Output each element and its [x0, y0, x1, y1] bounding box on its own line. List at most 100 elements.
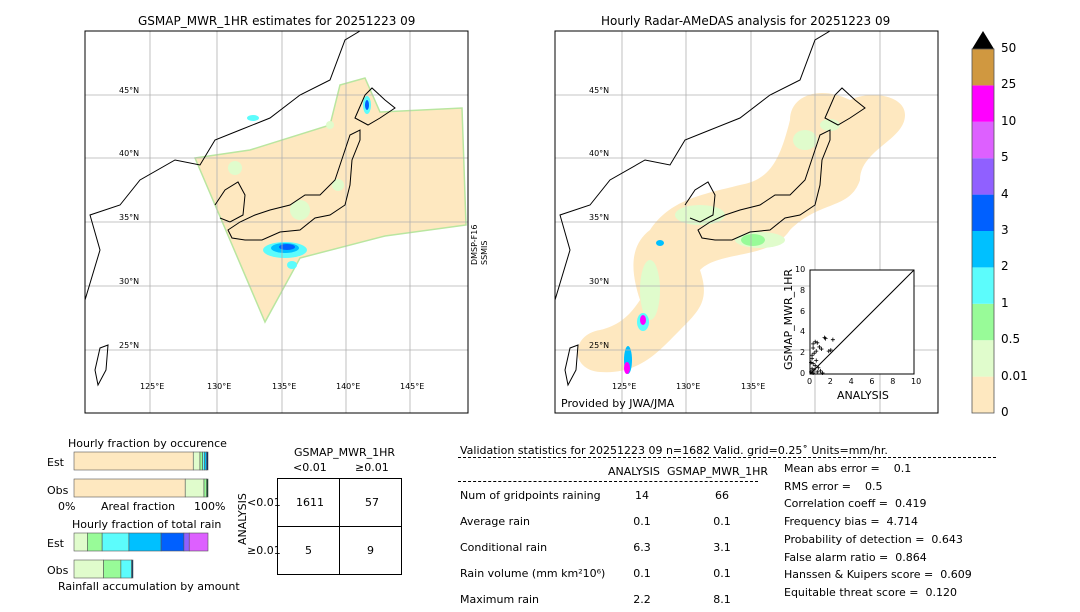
scatter-point	[810, 366, 815, 371]
rain-light	[793, 130, 817, 150]
occurrence-title: Hourly fraction by occurence	[68, 437, 227, 450]
occurrence-est-segment	[73, 451, 194, 471]
colorbar-extend-arrow	[972, 31, 994, 49]
occ-est-label: Est	[47, 456, 64, 469]
credit-text: Provided by JWA/JMA	[561, 397, 675, 410]
hokkaido-coastline	[354, 87, 396, 126]
colorbar-frame	[971, 48, 995, 414]
continent-coastline	[554, 30, 831, 301]
colorbar-tick-label: 4	[1001, 186, 1009, 201]
colorbar-tick-label: 1	[1001, 295, 1009, 310]
lon-label: 125°E	[612, 382, 637, 391]
score-line: Equitable threat score = 0.120	[784, 585, 957, 599]
occurrence-obs-segment	[206, 478, 209, 498]
scatter-point	[809, 369, 814, 374]
rain-light	[290, 200, 310, 220]
rain-obs-label: Obs	[47, 564, 69, 577]
stat-gsmap-value: 0.1	[713, 567, 731, 580]
lon-label: 135°E	[741, 382, 766, 391]
rain-est-segment	[160, 532, 185, 552]
rain-heavier	[279, 244, 295, 250]
rain-light	[675, 205, 725, 225]
stat-label: Rain volume (mm km²10⁶)	[460, 567, 606, 580]
score-line: Correlation coeff = 0.419	[784, 497, 927, 511]
stat-analysis-value: 0.1	[633, 567, 651, 580]
rain-title: Hourly fraction of total rain	[72, 518, 222, 531]
contingency-table: 1611 57 5 9	[277, 478, 402, 575]
scatter-ytick: 10	[795, 265, 806, 274]
score-line: Hanssen & Kuipers score = 0.609	[784, 568, 972, 582]
score-line: Frequency bias = 4.714	[784, 515, 919, 529]
colorbar-tick-label: 10	[1001, 113, 1017, 128]
occurrence-est-segment	[202, 451, 205, 471]
scatter-ytick: 8	[800, 285, 806, 295]
occ-x-max: 100%	[194, 500, 226, 513]
scatter-point	[815, 369, 820, 374]
lat-label: 30°N	[589, 277, 610, 286]
rain-obs-segment	[131, 559, 134, 579]
scatter-point	[815, 340, 820, 345]
scatter-point	[818, 368, 823, 373]
scatter-point	[809, 360, 814, 365]
scatter-point	[811, 370, 816, 375]
lon-label: 140°E	[336, 382, 361, 391]
stat-analysis-value: 0.1	[633, 515, 651, 528]
rain-est-segment	[87, 532, 103, 552]
occurrence-obs-segment	[73, 478, 186, 498]
lon-label: 125°E	[140, 382, 165, 391]
occurrence-est-segment	[199, 451, 203, 471]
scatter-xtick: 4	[848, 377, 854, 386]
scatter-xtick: 6	[869, 377, 875, 386]
scatter-ylabel: GSMAP_MWR_1HR	[782, 268, 795, 370]
rain-est-segment	[128, 532, 162, 552]
taiwan-coastline	[94, 344, 109, 387]
taiwan-coastline	[564, 344, 579, 387]
korea-coastline	[684, 181, 716, 223]
scatter-xtick: 0	[807, 377, 813, 386]
continent-coastline	[84, 30, 361, 301]
colorbar-tick-label: 25	[1001, 77, 1017, 92]
colorbar-tick-label: 0.01	[1001, 368, 1028, 383]
rain-obs-segment	[120, 559, 132, 579]
stats-header: Validation statistics for 20251223 09 n=…	[460, 444, 888, 457]
scatter-diagonal	[809, 269, 915, 375]
colorbar-segment	[972, 267, 994, 304]
cell-hit: 9	[367, 544, 374, 557]
lat-label: 25°N	[119, 341, 140, 350]
scatter-point	[811, 346, 816, 350]
rain-moderate	[287, 261, 297, 269]
lat-label: 40°N	[119, 149, 140, 158]
korea-coastline	[214, 181, 246, 223]
rain-light	[640, 260, 660, 320]
colorbar-segment	[972, 158, 994, 195]
scatter-point	[812, 351, 817, 356]
stat-gsmap-value: 66	[715, 489, 729, 502]
colorbar-tick-label: 0	[1001, 405, 1009, 419]
stat-label: Average rain	[460, 515, 530, 528]
scatter-ytick: 0	[800, 369, 806, 378]
occurrence-est-segment	[206, 451, 209, 471]
right-map-title: Hourly Radar-AMeDAS analysis for 2025122…	[601, 14, 891, 28]
lon-label: 130°E	[207, 382, 232, 391]
rain-est-segment	[73, 532, 88, 552]
rain-heavy	[656, 240, 664, 246]
scatter-point	[813, 339, 818, 344]
lon-label: 130°E	[676, 382, 701, 391]
scatter-point	[812, 367, 817, 372]
stat-gsmap-value: 0.1	[713, 515, 731, 528]
rain-obs-segment	[103, 559, 122, 579]
rain-moderate	[247, 115, 259, 121]
lon-label: 145°E	[400, 382, 425, 391]
score-line: RMS error = 0.5	[784, 479, 883, 493]
map-frame	[84, 30, 469, 414]
cell-miss: 5	[305, 544, 312, 557]
table-row-2: ≥0.01	[247, 544, 281, 557]
rain-light	[228, 161, 242, 175]
scatter-point	[814, 349, 819, 354]
table-title: GSMAP_MWR_1HR	[294, 446, 396, 459]
scatter-xtick: 8	[890, 377, 896, 386]
scatter-xtick: 2	[827, 377, 833, 386]
scatter-point	[816, 365, 821, 370]
stat-label: Num of gridpoints raining	[460, 489, 601, 502]
lat-label: 30°N	[119, 277, 140, 286]
